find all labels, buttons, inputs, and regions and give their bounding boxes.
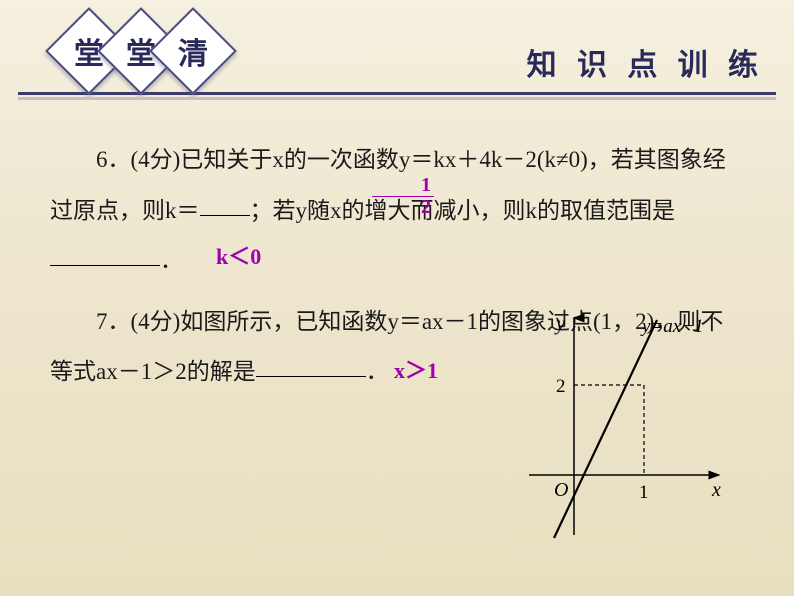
blank bbox=[50, 241, 160, 266]
function-graph: y x O 1 2 y=ax−1 bbox=[494, 310, 734, 540]
q6-mid: ；若y随x的增大而减小，则k的取值范围是 bbox=[250, 198, 676, 223]
page-header: 堂 堂 清 知 识 点 训 练 bbox=[18, 0, 776, 95]
line-label: y=ax−1 bbox=[640, 316, 704, 337]
q6-answer-1: 1 2 bbox=[326, 170, 434, 221]
q6-answer-2: k＜0 bbox=[170, 233, 261, 281]
question-6: 6．(4分)已知关于x的一次函数y＝kx＋4k－2(k≠0)，若其图象经过原点，… bbox=[50, 135, 744, 287]
graph-line bbox=[554, 320, 657, 538]
fraction: 1 2 bbox=[372, 175, 434, 218]
q7-answer: x＞1 bbox=[348, 347, 438, 395]
blank bbox=[200, 190, 250, 215]
x-tick-1: 1 bbox=[639, 482, 649, 503]
x-axis-label: x bbox=[711, 479, 721, 501]
numerator: 1 bbox=[372, 175, 434, 197]
header-title: 知 识 点 训 练 bbox=[527, 40, 764, 84]
origin-label: O bbox=[554, 479, 568, 501]
denominator: 2 bbox=[372, 197, 434, 218]
header-diamonds: 堂 堂 清 bbox=[58, 20, 214, 82]
diamond-3: 清 bbox=[149, 7, 237, 95]
diamond-char: 清 bbox=[178, 29, 208, 73]
y-tick-2: 2 bbox=[556, 376, 566, 397]
y-axis-label: y bbox=[554, 313, 565, 335]
